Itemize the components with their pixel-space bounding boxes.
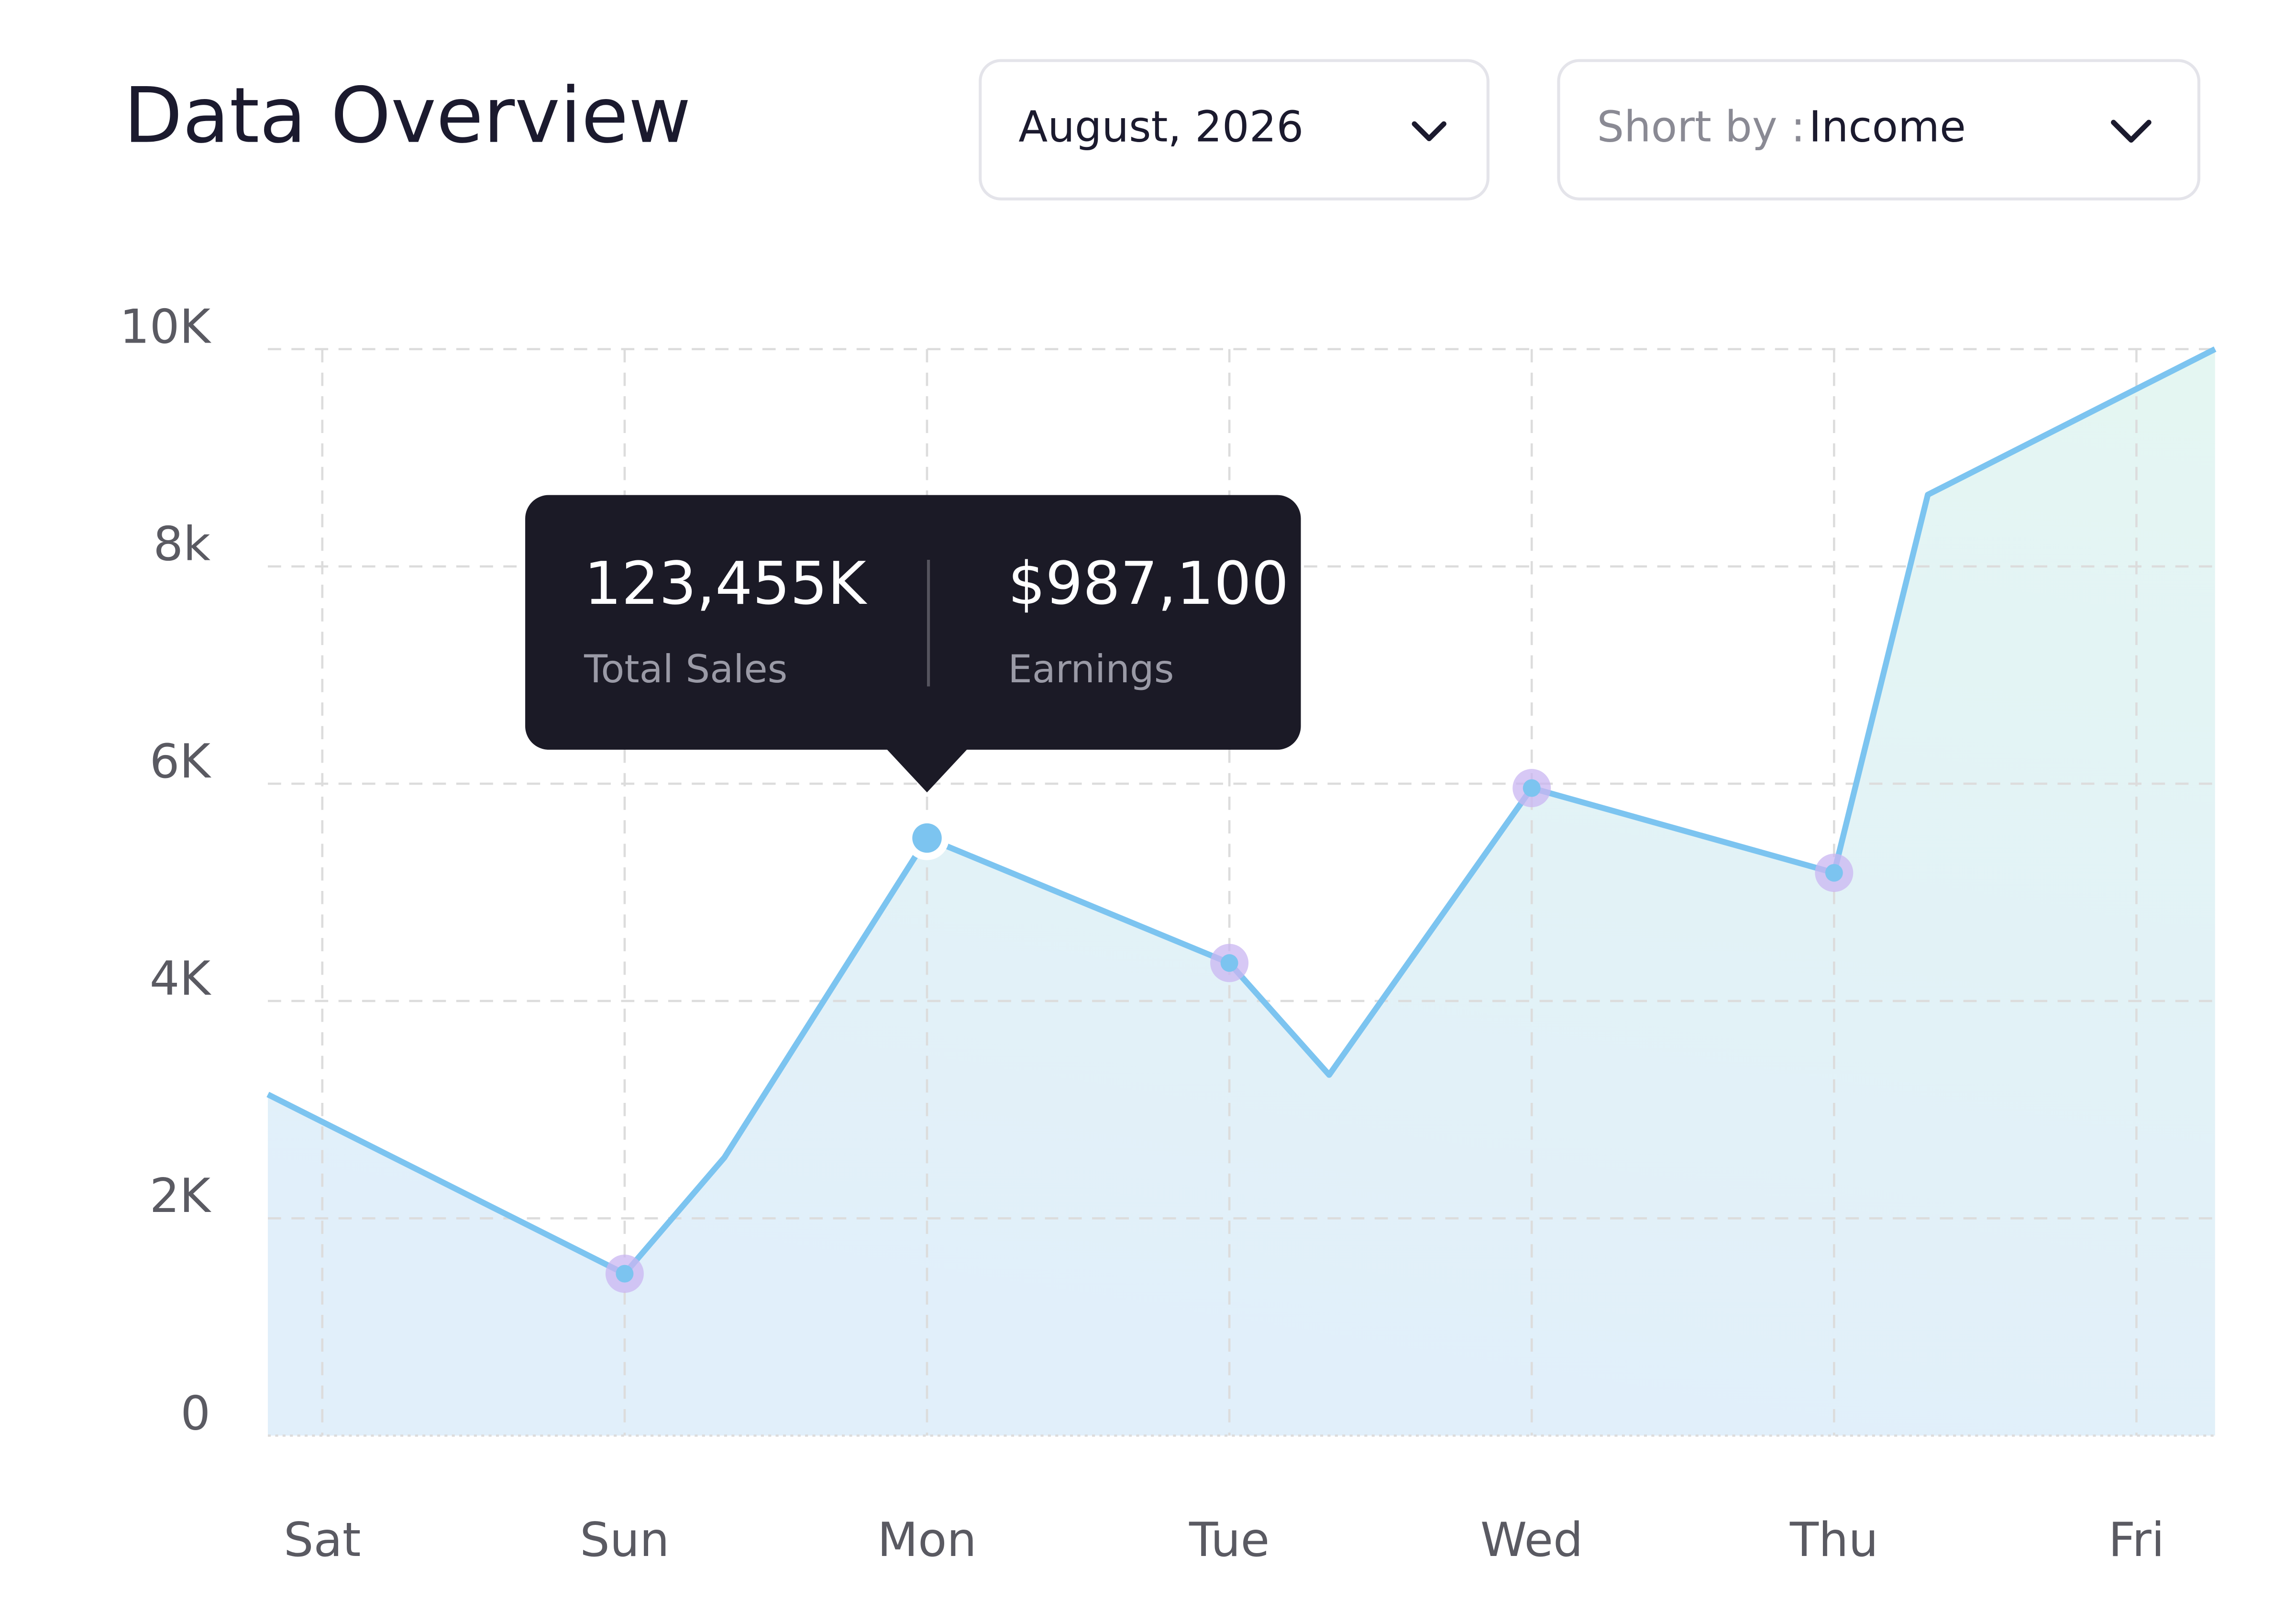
tooltip-label: Total Sales [584, 647, 787, 691]
tooltip-pointer [885, 748, 969, 793]
date-select: August, 2026 [1018, 102, 1303, 152]
sort-label: Short by : [1597, 102, 1805, 152]
sort-dropdown[interactable] [1557, 59, 2200, 200]
x-tick-label: Fri [2108, 1513, 2164, 1567]
marker [1523, 779, 1541, 797]
x-tick-label: Tue [1189, 1513, 1269, 1567]
y-tick-label: 8k [153, 517, 210, 572]
x-tick-label: Sat [284, 1513, 361, 1567]
line [266, 346, 2217, 1277]
active-marker [912, 823, 942, 853]
y-tick-label: 0 [180, 1386, 210, 1441]
page-title: Data Overview [123, 71, 691, 160]
x-tick-label: Mon [877, 1513, 977, 1567]
tooltip-value: 123,455K [584, 550, 868, 618]
area-fill [268, 349, 2215, 1436]
marker [1220, 954, 1238, 972]
chevron [1412, 121, 1446, 142]
y-tick-label: 10K [120, 300, 211, 354]
tooltip-box [525, 495, 1301, 750]
x-tick-label: Wed [1480, 1513, 1583, 1567]
y-tick-label: 6K [150, 734, 212, 789]
date-dropdown[interactable] [979, 59, 1490, 200]
y-tick-label: 2K [150, 1169, 212, 1223]
x-tick-label: Thu [1789, 1513, 1878, 1567]
sort-value: Income [1809, 102, 1966, 152]
tooltip-label: Earnings [1008, 647, 1174, 691]
x-tick-label: Sun [580, 1513, 669, 1567]
y-tick-label: 4K [150, 952, 212, 1006]
tooltip-value: $987,100 [1008, 550, 1289, 618]
marker [616, 1265, 634, 1283]
marker [1825, 864, 1843, 882]
chevron [2111, 120, 2152, 143]
